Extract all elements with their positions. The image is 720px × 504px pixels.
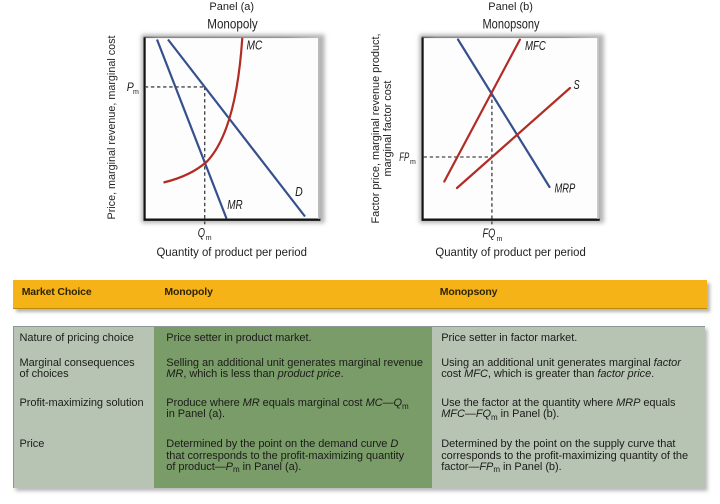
svg-text:MRP: MRP	[555, 181, 576, 196]
svg-text:m: m	[206, 235, 212, 242]
svg-text:P: P	[127, 80, 134, 94]
svg-text:D: D	[295, 184, 303, 199]
svg-text:FQ: FQ	[483, 227, 496, 241]
svg-text:S: S	[574, 77, 580, 92]
svg-text:FP: FP	[399, 150, 409, 164]
svg-text:Factor price, marginal revenue: Factor price, marginal revenue product,	[370, 33, 382, 223]
svg-text:Panel (b): Panel (b)	[488, 1, 533, 13]
svg-text:m: m	[497, 236, 503, 243]
svg-text:Q: Q	[198, 226, 205, 240]
svg-text:Panel (a): Panel (a)	[209, 1, 254, 13]
svg-text:Monopsony: Monopsony	[483, 16, 540, 32]
svg-text:Quantity of product per period: Quantity of product per period	[435, 245, 586, 259]
svg-text:m: m	[410, 159, 416, 166]
svg-text:marginal factor cost: marginal factor cost	[382, 81, 394, 177]
svg-text:Monopoly: Monopoly	[207, 16, 258, 32]
svg-text:Quantity of product per period: Quantity of product per period	[156, 245, 307, 259]
svg-text:MFC: MFC	[525, 38, 546, 53]
svg-text:Price, marginal revenue, margi: Price, marginal revenue, marginal cost	[106, 35, 118, 219]
svg-text:MC: MC	[247, 37, 263, 52]
svg-text:m: m	[133, 89, 139, 96]
svg-text:MR: MR	[227, 197, 242, 212]
